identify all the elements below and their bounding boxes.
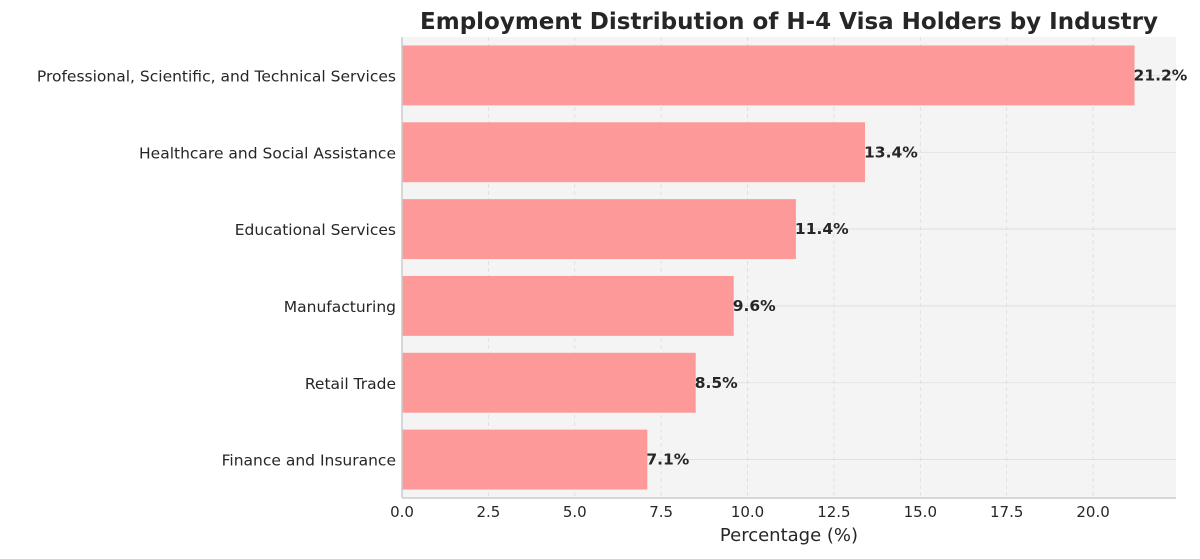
x-tick-label: 15.0 (904, 503, 937, 521)
x-tick-label: 7.5 (649, 503, 673, 521)
bar (402, 45, 1135, 106)
bar (402, 199, 796, 260)
data-label: 7.1% (646, 451, 689, 469)
axes: 0.0 2.5 5.0 7.5 10.0 12.5 15.0 17.5 20.0 Professi… (37, 37, 1176, 521)
y-tick-label: Professional, Scientific, and Technical … (37, 67, 396, 85)
x-tick-label: 17.5 (990, 503, 1023, 521)
data-label: 8.5% (695, 374, 738, 392)
x-tick-label: 5.0 (563, 503, 587, 521)
bar (402, 122, 866, 183)
y-tick-label: Healthcare and Social Assistance (139, 144, 396, 162)
data-label: 9.6% (733, 297, 776, 315)
data-label: 11.4% (795, 220, 849, 238)
bar (402, 275, 734, 336)
data-label: 13.4% (864, 143, 918, 161)
chart-title: Employment Distribution of H-4 Visa Hold… (420, 9, 1158, 35)
x-tick-label: 20.0 (1076, 503, 1109, 521)
bar (402, 429, 648, 490)
bar (402, 352, 696, 413)
plot-area (402, 37, 1176, 498)
x-tick-label: 2.5 (476, 503, 500, 521)
x-tick-label: 10.0 (731, 503, 764, 521)
data-label: 21.2% (1134, 66, 1188, 84)
y-tick-label: Finance and Insurance (222, 452, 396, 470)
x-axis-label: Percentage (%) (720, 525, 858, 546)
y-tick-label: Retail Trade (305, 375, 396, 393)
y-tick-label: Manufacturing (284, 298, 396, 316)
y-tick-label: Educational Services (235, 221, 396, 239)
x-tick-label: 12.5 (817, 503, 850, 521)
x-tick-label: 0.0 (390, 503, 414, 521)
bars: 21.2% 13.4% 11.4% 9.6% 8.5% 7.1% (402, 45, 1188, 490)
